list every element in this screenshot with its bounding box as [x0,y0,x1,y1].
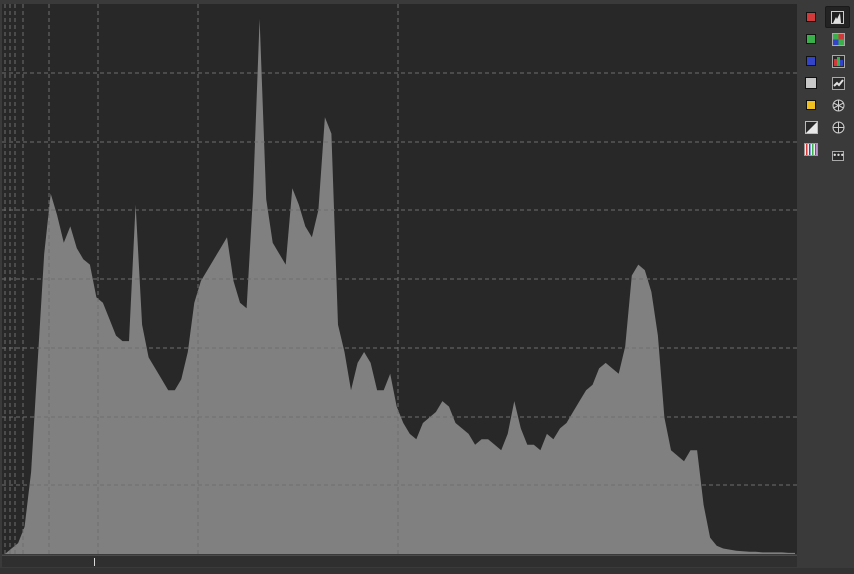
panel-bottom-edge [0,568,854,574]
chroma-toggle[interactable] [800,95,822,115]
green-channel-toggle[interactable] [800,29,822,49]
blue-channel-toggle[interactable] [800,51,822,71]
luminance-toggle[interactable] [800,73,822,93]
histogram-canvas [2,4,797,554]
red-channel-toggle[interactable] [800,7,822,27]
bayer-display-toggle[interactable] [800,139,822,159]
histogram-icon [831,10,844,24]
yellow-square-icon [806,100,816,110]
waveform-rgb-icon [831,54,845,68]
gradient-square-icon [804,120,818,134]
green-square-icon [806,34,816,44]
blue-square-icon [806,56,816,66]
vectorscope-hc-button[interactable] [827,51,849,71]
red-square-icon [806,12,816,22]
ellipsis-icon: ••• [832,151,845,161]
scope-hue-button[interactable] [827,95,849,115]
histogram-panel[interactable] [2,4,797,554]
scrollbar-thumb[interactable] [94,558,95,566]
histogram-toolbar: ••• [799,4,854,568]
vectorscope-hs-button[interactable] [827,29,849,49]
color-wheel-icon [832,99,844,111]
waveform-button[interactable] [827,73,849,93]
raw-histogram-toggle[interactable] [800,117,822,137]
histogram-area [5,18,795,554]
crosshair-circle-icon [832,121,844,133]
more-options-button[interactable]: ••• [827,146,849,166]
histogram-scrollbar[interactable] [2,555,797,567]
scope-chroma-button[interactable] [827,117,849,137]
gray-square-icon [805,77,817,89]
histogram-grid [2,4,797,554]
rgb-bars-icon [804,142,818,156]
waveform-icon [831,76,845,90]
histogram-mode-button[interactable] [825,6,850,28]
color-grid-icon [831,32,845,46]
